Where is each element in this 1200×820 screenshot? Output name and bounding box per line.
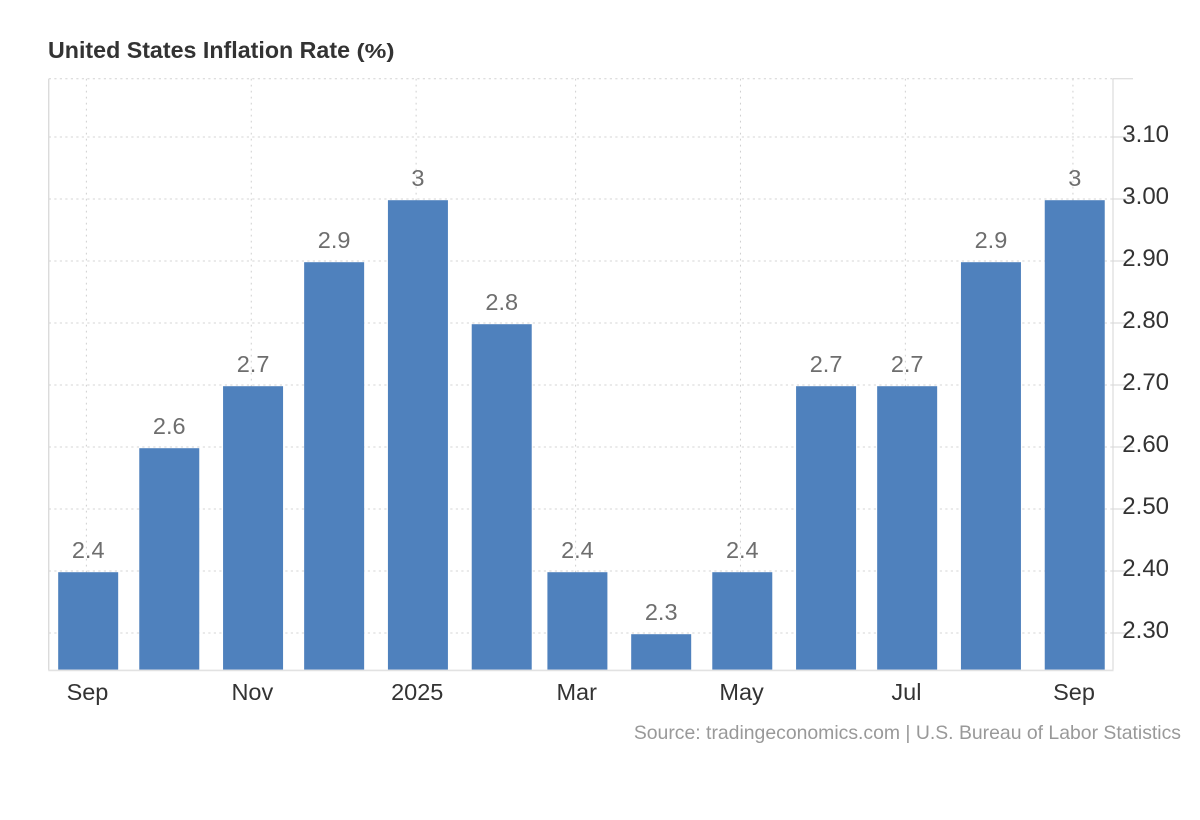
svg-text:3.10: 3.10: [1122, 121, 1169, 148]
svg-text:2.30: 2.30: [1122, 617, 1169, 644]
svg-text:2.40: 2.40: [1122, 555, 1169, 582]
svg-text:2.7: 2.7: [810, 351, 843, 377]
svg-text:2.8: 2.8: [485, 289, 518, 315]
svg-text:2.4: 2.4: [726, 537, 759, 563]
svg-text:2.9: 2.9: [975, 227, 1008, 253]
svg-text:2.90: 2.90: [1122, 245, 1169, 272]
svg-text:Nov: Nov: [231, 679, 273, 705]
svg-text:3.00: 3.00: [1122, 183, 1169, 210]
svg-text:2.6: 2.6: [153, 413, 186, 439]
svg-text:2.70: 2.70: [1122, 369, 1169, 396]
svg-text:2.80: 2.80: [1122, 307, 1169, 334]
svg-text:2.50: 2.50: [1122, 493, 1169, 520]
svg-text:3: 3: [411, 165, 424, 191]
svg-text:2.7: 2.7: [237, 351, 270, 377]
svg-text:2.7: 2.7: [891, 351, 924, 377]
svg-text:United States Inflation Rate: United States Inflation Rate: [48, 37, 350, 63]
svg-text:Sep: Sep: [67, 679, 109, 705]
svg-text:Mar: Mar: [556, 679, 597, 705]
svg-text:2.60: 2.60: [1122, 431, 1169, 458]
svg-text:2.4: 2.4: [72, 537, 105, 563]
svg-text:(%): (%): [357, 41, 395, 63]
svg-text:2.9: 2.9: [318, 227, 351, 253]
svg-text:Jul: Jul: [891, 679, 921, 705]
svg-text:Sep: Sep: [1053, 679, 1095, 705]
svg-text:Source: tradingeconomics.com |: Source: tradingeconomics.com | U.S. Bure…: [634, 722, 1181, 744]
svg-text:May: May: [719, 679, 764, 705]
svg-text:2025: 2025: [391, 679, 443, 705]
svg-text:3: 3: [1068, 165, 1081, 191]
svg-text:2.3: 2.3: [645, 599, 678, 625]
svg-text:2.4: 2.4: [561, 537, 594, 563]
